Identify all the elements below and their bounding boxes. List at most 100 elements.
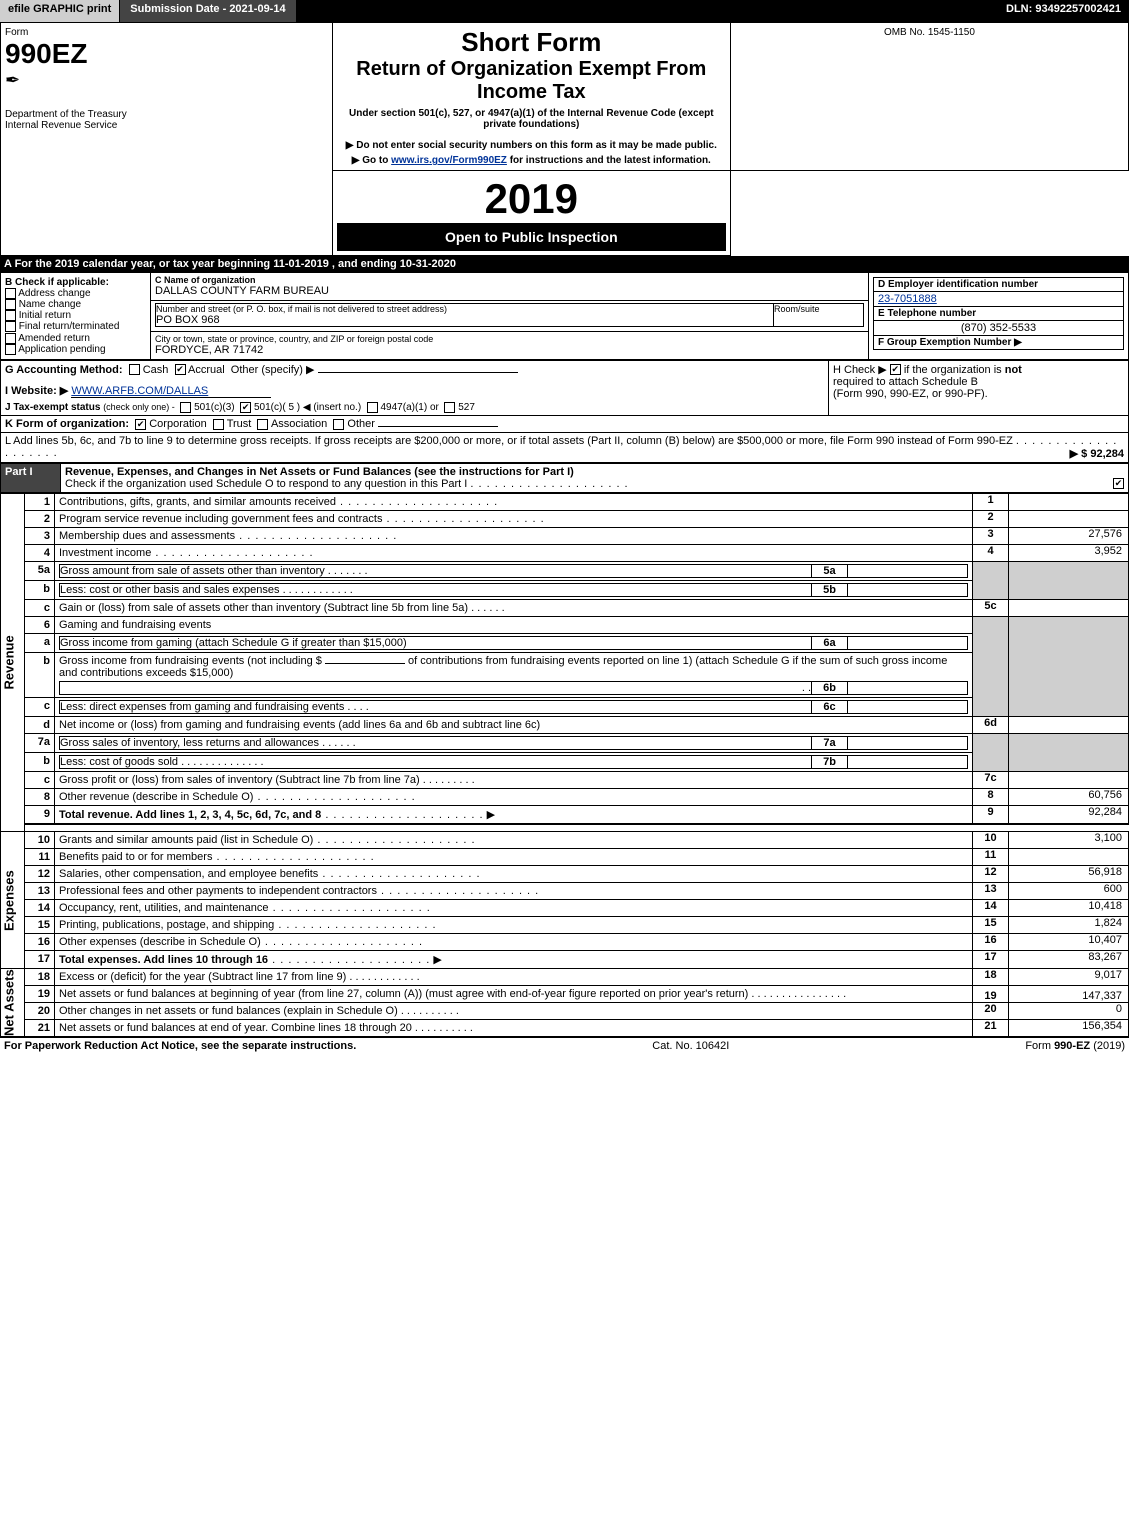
b-label: B Check if applicable: <box>5 277 146 288</box>
line10-num: 10 <box>973 832 1009 849</box>
line6c-sv <box>848 700 968 713</box>
line14-text: Occupancy, rent, utilities, and maintena… <box>59 902 269 914</box>
line7c-num: 7c <box>973 771 1009 788</box>
grey-6 <box>973 616 1009 716</box>
footer-right-post: (2019) <box>1090 1040 1125 1052</box>
line7b-sv <box>848 755 968 768</box>
org-city: FORDYCE, AR 71742 <box>155 344 864 356</box>
chk-501c3[interactable] <box>180 402 191 413</box>
line6a-sv <box>848 636 968 649</box>
part1-title: Revenue, Expenses, and Changes in Net As… <box>65 466 574 478</box>
goto-post: for instructions and the latest informat… <box>510 155 711 166</box>
addr-label: Number and street (or P. O. box, if mail… <box>156 304 773 314</box>
line-a: A For the 2019 calendar year, or tax yea… <box>0 256 1129 272</box>
chk-address-change[interactable] <box>5 288 16 299</box>
line7a-sn: 7a <box>812 736 848 749</box>
k-other-input[interactable] <box>378 426 498 427</box>
h-label: H Check ▶ <box>833 364 887 376</box>
k-assoc: Association <box>271 418 327 430</box>
part1-label: Part I <box>1 463 61 492</box>
j-note: (check only one) - <box>103 402 175 412</box>
line11-text: Benefits paid to or for members <box>59 851 212 863</box>
side-expenses: Expenses <box>1 832 25 969</box>
line17-text: Total expenses. Add lines 10 through 16 <box>59 954 268 966</box>
line20-text: Other changes in net assets or fund bala… <box>59 1005 398 1017</box>
line11-num: 11 <box>973 849 1009 866</box>
chk-trust[interactable] <box>213 419 224 430</box>
line17-num: 17 <box>973 951 1009 969</box>
line8-num: 8 <box>973 788 1009 805</box>
website-link[interactable]: WWW.ARFB.COM/DALLAS <box>71 385 271 398</box>
chk-501c[interactable] <box>240 402 251 413</box>
i-label: I Website: ▶ <box>5 385 68 397</box>
chk-final-return[interactable] <box>5 321 16 332</box>
line21-num: 21 <box>973 1020 1009 1037</box>
k-other: Other <box>347 418 375 430</box>
line6a-sn: 6a <box>812 636 848 649</box>
line20-num: 20 <box>973 1003 1009 1020</box>
c-label: C Name of organization <box>155 275 864 285</box>
chk-amended[interactable] <box>5 333 16 344</box>
e-label: E Telephone number <box>878 308 976 319</box>
chk-cash[interactable] <box>129 364 140 375</box>
line12-text: Salaries, other compensation, and employ… <box>59 868 318 880</box>
chk-assoc[interactable] <box>257 419 268 430</box>
line6b-amount-input[interactable] <box>325 663 405 664</box>
chk-h[interactable] <box>890 364 901 375</box>
ein-link[interactable]: 23-7051888 <box>878 293 937 305</box>
grey-7v <box>1009 733 1129 771</box>
chk-schedule-o[interactable] <box>1113 478 1124 489</box>
dln-number: DLN: 93492257002421 <box>998 0 1129 22</box>
opt-final: Final return/terminated <box>19 322 120 333</box>
g-other-input[interactable] <box>318 372 518 373</box>
main-title: Return of Organization Exempt From Incom… <box>337 58 726 104</box>
h-txt2: required to attach Schedule B <box>833 376 1124 388</box>
line6b-pre: Gross income from fundraising events (no… <box>59 655 322 667</box>
form-label: Form <box>5 27 328 38</box>
efile-print-button[interactable]: efile GRAPHIC print <box>0 0 120 22</box>
phone: (870) 352-5533 <box>874 321 1124 336</box>
org-address: PO BOX 968 <box>156 314 773 326</box>
line6-text: Gaming and fundraising events <box>55 616 973 633</box>
omb-number: OMB No. 1545-1150 <box>735 27 1124 38</box>
line10-text: Grants and similar amounts paid (list in… <box>59 834 313 846</box>
line1-text: Contributions, gifts, grants, and simila… <box>59 496 336 508</box>
submission-date: Submission Date - 2021-09-14 <box>120 0 295 22</box>
line3-num: 3 <box>973 527 1009 544</box>
line15-val: 1,824 <box>1009 917 1129 934</box>
chk-4947[interactable] <box>367 402 378 413</box>
line6d-text: Net income or (loss) from gaming and fun… <box>59 719 540 731</box>
line13-val: 600 <box>1009 883 1129 900</box>
line13-num: 13 <box>973 883 1009 900</box>
chk-pending[interactable] <box>5 344 16 355</box>
org-name: DALLAS COUNTY FARM BUREAU <box>155 285 864 297</box>
line19-text: Net assets or fund balances at beginning… <box>59 988 748 1000</box>
chk-corp[interactable] <box>135 419 146 430</box>
chk-other[interactable] <box>333 419 344 430</box>
h-not: not <box>1005 364 1022 376</box>
chk-527[interactable] <box>444 402 455 413</box>
spacer <box>296 0 998 22</box>
line12-val: 56,918 <box>1009 866 1129 883</box>
line7c-text: Gross profit or (loss) from sales of inv… <box>59 774 420 786</box>
chk-accrual[interactable] <box>175 364 186 375</box>
chk-name-change[interactable] <box>5 299 16 310</box>
line5c-text: Gain or (loss) from sale of assets other… <box>59 602 468 614</box>
line6a-text: Gross income from gaming (attach Schedul… <box>60 637 407 649</box>
g-accrual: Accrual <box>188 364 225 376</box>
d-label: D Employer identification number <box>874 278 1124 292</box>
form-header: Form 990EZ ✒ Department of the Treasury … <box>0 22 1129 256</box>
line3-val: 27,576 <box>1009 527 1129 544</box>
line11-val <box>1009 849 1129 866</box>
j-527: 527 <box>458 402 475 413</box>
line6b-sn: 6b <box>812 681 848 694</box>
irs-link[interactable]: www.irs.gov/Form990EZ <box>391 155 507 166</box>
line16-num: 16 <box>973 934 1009 951</box>
line4-num: 4 <box>973 544 1009 561</box>
line9-val: 92,284 <box>1009 805 1129 824</box>
chk-initial-return[interactable] <box>5 310 16 321</box>
g-other: Other (specify) ▶ <box>231 364 315 376</box>
footer-mid: Cat. No. 10642I <box>652 1040 729 1052</box>
k-label: K Form of organization: <box>5 418 129 430</box>
j-501c3: 501(c)(3) <box>194 402 235 413</box>
